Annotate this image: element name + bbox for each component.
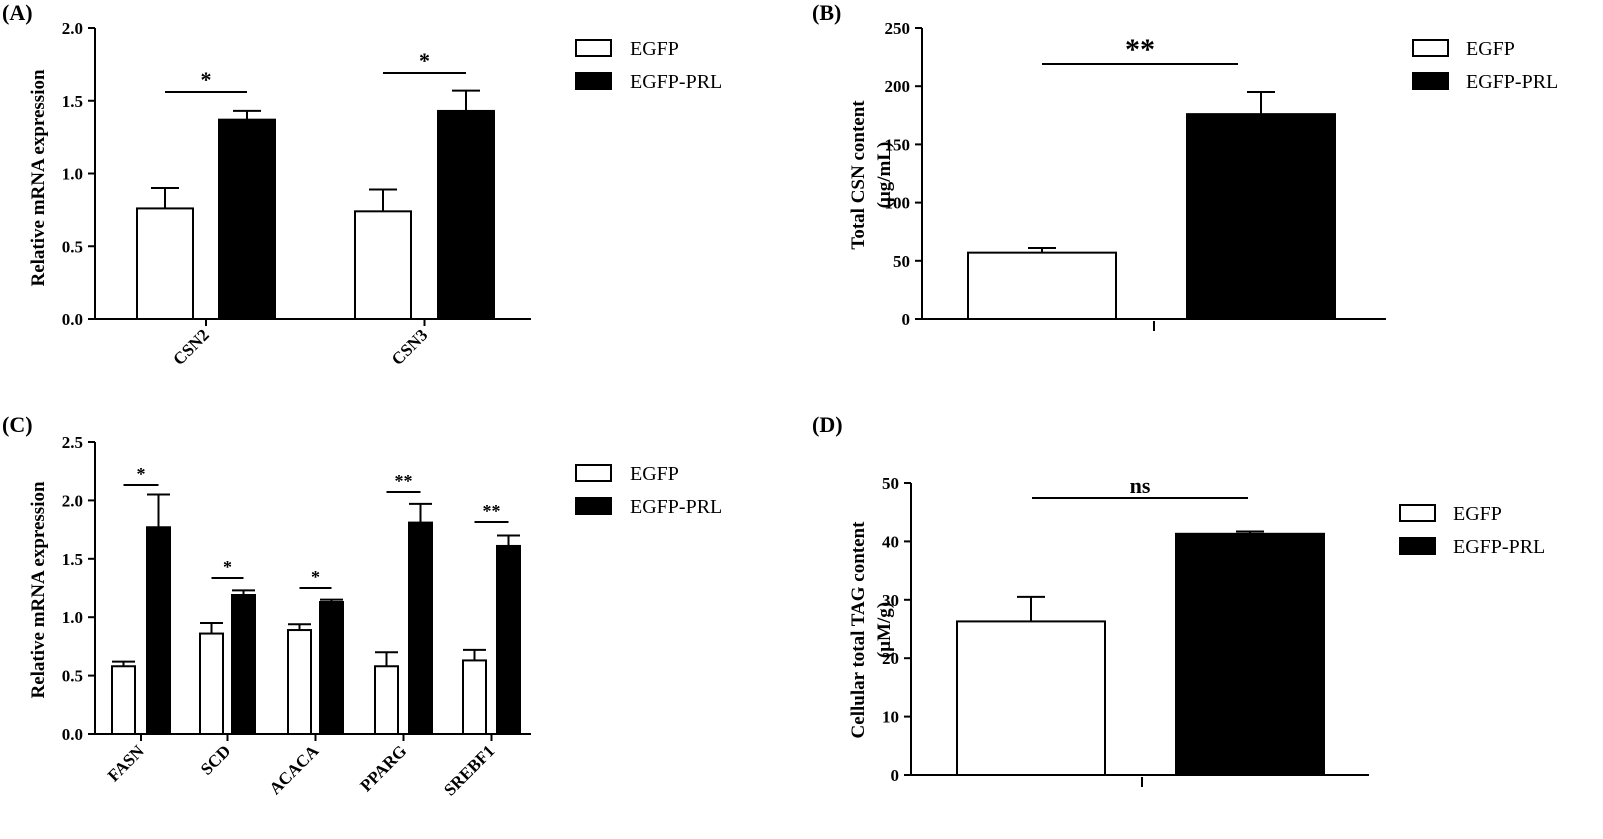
y-tick-label: 0.5 [62,667,83,686]
legend-swatch-egfp [1399,504,1436,522]
y-tick-label: 10 [882,708,899,727]
x-category-label: CSN3 [388,325,431,368]
bar-egfp-prl-fasn [146,526,171,735]
bar-egfp-prl [1186,113,1336,320]
significance-marker: * [419,48,430,73]
y-tick-label: 1.5 [62,550,83,569]
panel-a-ylabel: Relative mRNA expression [28,69,49,287]
bar-egfp-pparg [374,665,399,735]
y-tick-label: 0 [902,310,911,329]
panel-b: (B) Total CSN content (μg/mL) 0 50 100 150 2… [812,0,1558,331]
x-category-label: FASN [104,741,148,785]
significance-marker: * [137,464,146,484]
legend-swatch-egfp [575,39,612,57]
bar-egfp-prl-srebf1 [496,544,521,736]
panel-a-label: (A) [2,0,33,25]
bar-egfp-fasn [111,665,136,735]
legend-label-egfp-prl: EGFP-PRL [630,496,722,518]
y-tick-label: 1.0 [62,165,83,184]
bar-egfp-prl-acaca [319,601,344,735]
panel-a: (A) Relative mRNA expression 0.0 0.5 1.0 1.… [2,0,722,369]
panel-b-legend: EGFP EGFP-PRL [1412,38,1558,93]
panel-c-legend: EGFP EGFP-PRL [575,463,722,518]
bar-egfp-csn3 [354,210,412,320]
panel-b-plot: 0 50 100 150 200 250 ** [885,19,1386,331]
x-category-label: ACACA [265,741,322,798]
bar-egfp [956,620,1106,777]
panel-b-label: (B) [812,0,841,25]
legend-label-egfp: EGFP [630,463,679,485]
legend-label-egfp-prl: EGFP-PRL [630,71,722,93]
legend-swatch-egfp [1412,39,1449,57]
legend-label-egfp: EGFP [1453,503,1502,525]
panel-c-plot: 0.0 0.5 1.0 1.5 2.0 2.5 * FASN * SCD * ACACA ** PPARG… [62,433,531,800]
y-tick-label: 1.0 [62,608,83,627]
x-category-label: SCD [197,741,234,778]
significance-marker: * [223,557,232,577]
y-tick-label: 0.0 [62,310,83,329]
y-tick-label: 20 [882,649,899,668]
bar-egfp-csn2 [136,207,194,320]
x-category-label: CSN2 [169,325,212,368]
legend-swatch-egfp [575,464,612,482]
panel-b-ylabel-unit: (μg/mL) [874,142,895,209]
y-tick-label: 2.5 [62,433,83,452]
significance-marker: ** [395,471,413,491]
bar-egfp-prl-csn2 [218,118,276,321]
significance-marker: ns [1130,473,1151,498]
y-tick-label: 30 [882,591,899,610]
y-tick-label: 0 [891,766,900,785]
y-tick-label: 150 [885,135,911,154]
significance-marker: * [201,67,212,92]
significance-marker: * [311,567,320,587]
y-tick-label: 2.0 [62,19,83,38]
legend-label-egfp: EGFP [630,38,679,60]
bar-egfp-prl-pparg [408,521,433,735]
panel-b-ylabel: Total CSN content [848,100,869,250]
legend-swatch-egfp-prl [1412,72,1449,90]
legend-swatch-egfp-prl [575,72,612,90]
panel-c-label: (C) [2,412,33,437]
panel-d-ylabel: Cellular total TAG content [848,521,869,739]
panel-a-plot: 0.0 0.5 1.0 1.5 2.0 * CSN2 * CSN3 [62,19,531,369]
panel-c: (C) Relative mRNA expression 0.0 0.5 1.0 1.… [2,412,722,800]
bar-egfp-prl-csn3 [437,109,495,320]
y-tick-label: 50 [893,252,910,271]
y-tick-label: 0.5 [62,237,83,256]
y-tick-label: 0.0 [62,725,83,744]
x-category-label: SREBF1 [440,741,498,799]
legend-label-egfp-prl: EGFP-PRL [1453,536,1545,558]
bar-egfp [967,251,1117,320]
bar-egfp-prl [1175,532,1325,776]
y-tick-label: 100 [885,194,911,213]
legend-swatch-egfp-prl [575,497,612,515]
y-tick-label: 1.5 [62,92,83,111]
panel-a-legend: EGFP EGFP-PRL [575,38,722,93]
bar-egfp-scd [199,632,224,735]
x-category-label: PPARG [356,741,410,795]
panel-d-ylabel-unit: (μM/g) [874,602,895,658]
significance-marker: ** [1125,33,1155,66]
legend-label-egfp: EGFP [1466,38,1515,60]
bar-egfp-prl-scd [231,594,256,735]
significance-marker: ** [483,501,501,521]
bar-egfp-srebf1 [462,659,487,736]
panel-d-legend: EGFP EGFP-PRL [1399,503,1545,558]
y-tick-label: 50 [882,474,899,493]
legend-swatch-egfp-prl [1399,537,1436,555]
panel-d: (D) Cellular total TAG content (μM/g) 0 1… [812,412,1545,787]
panel-d-label: (D) [812,412,843,437]
y-tick-label: 40 [882,532,899,551]
panel-d-plot: 0 10 20 30 40 50 ns [882,473,1369,787]
y-tick-label: 2.0 [62,491,83,510]
legend-label-egfp-prl: EGFP-PRL [1466,71,1558,93]
bar-egfp-acaca [287,629,312,735]
y-tick-label: 250 [885,19,911,38]
y-tick-label: 200 [885,77,911,96]
panel-c-ylabel: Relative mRNA expression [28,481,49,699]
